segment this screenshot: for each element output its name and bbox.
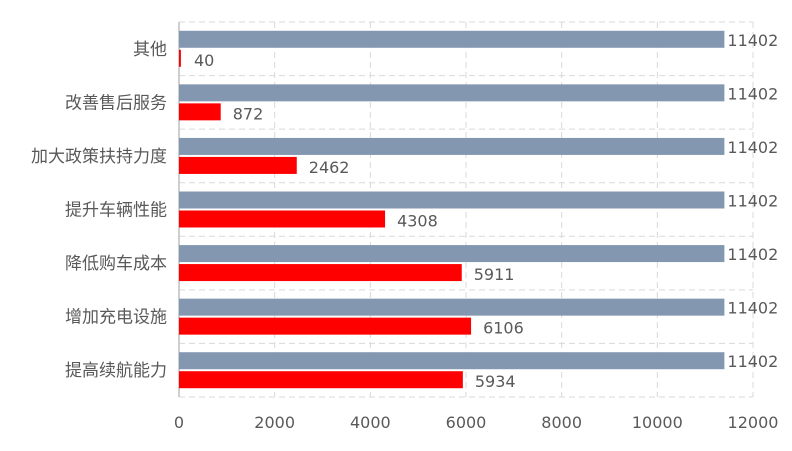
bar-series2-0: [179, 49, 181, 67]
x-tick-label-4: 8000: [541, 413, 582, 432]
data-label-series2-5: 6106: [483, 319, 524, 338]
data-label-series2-2: 2462: [309, 158, 350, 177]
category-label-5: 增加充电设施: [65, 308, 167, 328]
category-label-6: 提高续航能力: [65, 361, 167, 381]
category-label-0: 其他: [133, 40, 167, 60]
data-label-series1-2: 11402: [727, 138, 778, 157]
category-label-3: 提升车辆性能: [65, 201, 167, 221]
data-label-series1-5: 11402: [727, 299, 778, 318]
bar-series1-1: [179, 84, 725, 102]
bar-series1-2: [179, 137, 725, 155]
data-label-series2-3: 4308: [397, 212, 438, 231]
data-label-series2-4: 5911: [474, 265, 515, 284]
data-label-series1-6: 11402: [727, 352, 778, 371]
data-label-series2-6: 5934: [475, 372, 516, 391]
x-tick-label-6: 12000: [728, 413, 779, 432]
bar-series1-3: [179, 191, 725, 209]
data-label-series2-0: 40: [194, 51, 214, 70]
x-tick-label-1: 2000: [254, 413, 295, 432]
bar-series1-5: [179, 298, 725, 316]
x-tick-label-3: 6000: [446, 413, 487, 432]
bar-series2-4: [179, 264, 462, 282]
category-label-1: 改善售后服务: [65, 93, 167, 113]
bar-series2-6: [179, 371, 463, 389]
data-label-series1-3: 11402: [727, 192, 778, 211]
data-label-series1-4: 11402: [727, 245, 778, 264]
x-tick-label-2: 4000: [350, 413, 391, 432]
data-label-series2-1: 872: [233, 104, 264, 123]
category-label-2: 加大政策扶持力度: [31, 147, 167, 167]
bar-series1-0: [179, 30, 725, 48]
bar-series2-3: [179, 210, 386, 228]
x-tick-label-5: 10000: [632, 413, 683, 432]
data-label-series1-0: 11402: [727, 31, 778, 50]
category-label-4: 降低购车成本: [65, 254, 167, 274]
x-tick-label-0: 0: [174, 413, 184, 432]
bar-series1-4: [179, 245, 725, 263]
bar-series1-6: [179, 352, 725, 370]
bar-series2-1: [179, 103, 221, 121]
bar-series2-5: [179, 317, 472, 335]
data-label-series1-1: 11402: [727, 84, 778, 103]
bar-series2-2: [179, 156, 297, 174]
